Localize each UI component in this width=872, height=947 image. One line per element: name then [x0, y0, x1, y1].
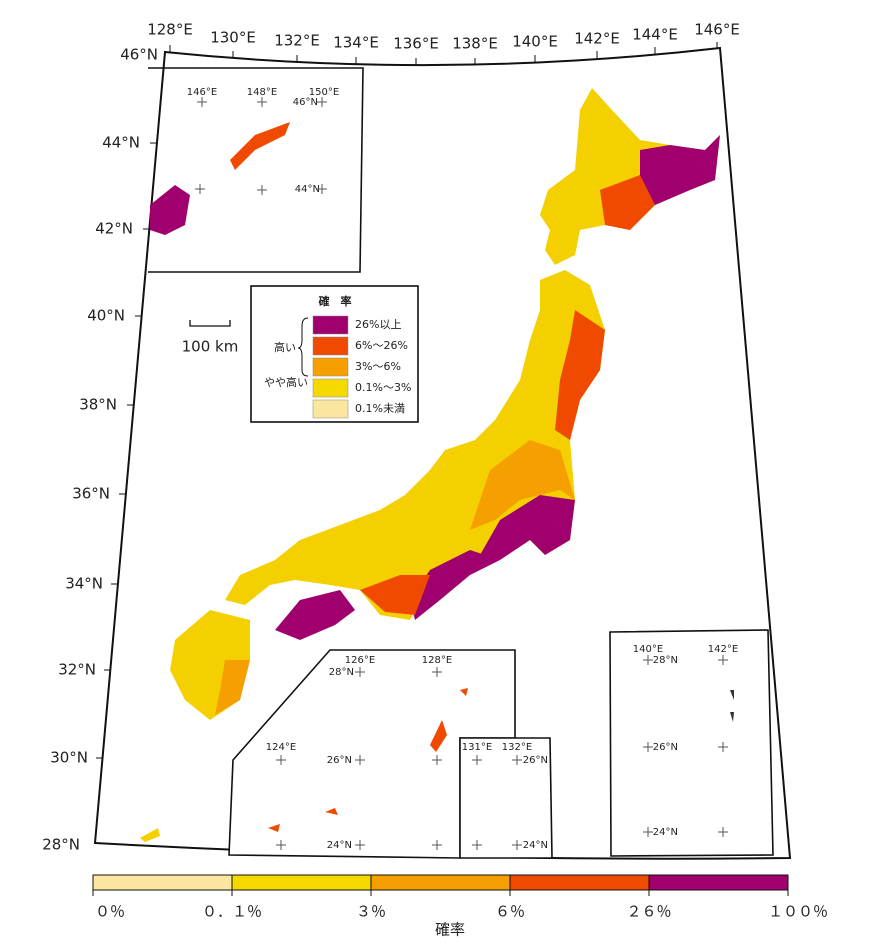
colorbar: ０％ ０．１％ ３％ ６％ ２６％ １００％ [92, 874, 828, 921]
lon-label: 138°E [452, 35, 498, 53]
inset-label: 24°N [523, 840, 548, 851]
inset-label: 46°N [293, 97, 318, 108]
legend-group: 高い [274, 340, 296, 354]
inset-label: 124°E [266, 742, 296, 753]
inset-label: 26°N [327, 755, 352, 766]
lon-label: 136°E [393, 35, 439, 53]
legend-label: 3%～6% [355, 360, 401, 373]
lon-label: 128°E [147, 21, 193, 39]
japan-land [140, 88, 720, 842]
lon-label: 132°E [274, 32, 320, 50]
colorbar-label: ０．１％ [202, 903, 262, 921]
colorbar-segment [509, 874, 650, 891]
lon-label: 134°E [333, 34, 379, 52]
graticule-crosses [195, 97, 728, 850]
inset-label: 26°N [523, 755, 548, 766]
inset-label: 24°N [327, 840, 352, 851]
lon-label: 146°E [694, 21, 740, 39]
inset-label: 24°N [653, 827, 678, 838]
inset-daito: 131°E 132°E 26°N 24°N [462, 742, 548, 851]
legend-label: 6%～26% [355, 339, 408, 352]
scale-label: 100 km [182, 338, 239, 356]
inset-islands [268, 688, 734, 832]
lon-label: 140°E [512, 33, 558, 51]
legend-label: 0.1%未満 [355, 402, 405, 415]
legend-items: 26%以上 6%～26% 3%～6% 0.1%～3% 0.1%未満 [312, 315, 411, 419]
lon-label: 130°E [210, 29, 256, 47]
inset-label: 131°E [462, 742, 492, 753]
colorbar-segment [648, 874, 789, 891]
legend-label: 0.1%～3% [355, 381, 411, 394]
lat-label: 34°N [65, 575, 103, 593]
inset-label: 148°E [247, 87, 277, 98]
colorbar-label: ０％ [95, 903, 125, 921]
lat-label: 36°N [72, 485, 110, 503]
inset-frame [609, 629, 774, 857]
inset-label: 28°N [329, 667, 354, 678]
graticule-labels: 128°E 130°E 132°E 134°E 136°E 138°E 140°… [42, 21, 740, 854]
frame-ticks [96, 42, 718, 759]
inset-label: 26°N [653, 742, 678, 753]
lat-label: 46°N [120, 46, 158, 64]
inset-ogasawara: 140°E 142°E 28°N 26°N 24°N [633, 644, 738, 838]
colorbar-label: ２６％ [626, 903, 671, 921]
inset-label: 150°E [309, 87, 339, 98]
inset-label: 128°E [422, 655, 452, 666]
colorbar-label: ３％ [356, 903, 386, 921]
colorbar-label: ６％ [495, 903, 525, 921]
legend-brace [297, 317, 309, 377]
inset-frame [459, 737, 553, 859]
inset-frame [148, 67, 364, 273]
legend-swatch [312, 336, 349, 356]
legend-swatch [312, 378, 349, 398]
lon-label: 142°E [574, 30, 620, 48]
colorbar-title: 確率 [435, 921, 465, 939]
legend-swatch [312, 357, 349, 377]
legend-swatch [312, 315, 349, 335]
legend-swatch [312, 399, 349, 419]
colorbar-segment [231, 874, 372, 891]
inset-label: 140°E [633, 644, 663, 655]
lat-label: 32°N [58, 661, 96, 679]
lon-label: 144°E [632, 26, 678, 44]
lat-label: 30°N [50, 749, 88, 767]
legend-group: やや高い [264, 375, 308, 389]
legend-title: 確 率 [319, 294, 352, 308]
inset-label: 126°E [345, 655, 375, 666]
inset-label: 28°N [653, 655, 678, 666]
inset-label: 142°E [708, 644, 738, 655]
lat-label: 44°N [102, 134, 140, 152]
inset-label: 132°E [502, 742, 532, 753]
colorbar-segment [370, 874, 511, 891]
legend-label: 26%以上 [355, 318, 401, 331]
inset-label: 44°N [295, 184, 320, 195]
colorbar-segment [92, 874, 233, 891]
lat-label: 42°N [95, 220, 133, 238]
inset-label: 146°E [187, 87, 217, 98]
scale-bar [189, 320, 231, 327]
lat-label: 28°N [42, 836, 80, 854]
inset-okinawa: 124°E 126°E 128°E 28°N 26°N 24°N [266, 655, 452, 851]
lat-label: 38°N [79, 396, 117, 414]
inset-hokkaido: 146°E 148°E 150°E 46°N 44°N [187, 87, 339, 195]
lat-label: 40°N [87, 307, 125, 325]
colorbar-label: １００％ [768, 903, 828, 921]
